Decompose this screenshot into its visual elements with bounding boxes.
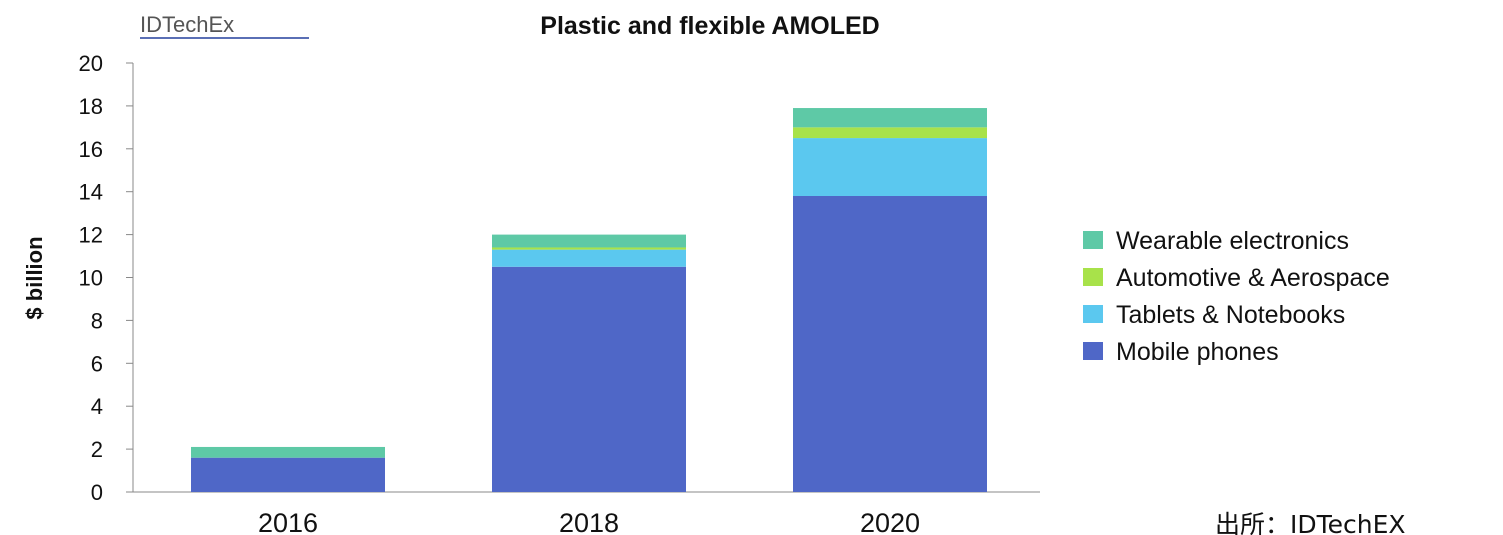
- x-tick-label: 2016: [258, 508, 318, 535]
- y-axis-label: $ billion: [22, 236, 47, 319]
- y-tick-label: 18: [79, 94, 103, 119]
- bar-segment-2018-automotive-aerospace: [492, 247, 686, 250]
- legend: Wearable electronics Automotive & Aerospa…: [1083, 227, 1390, 366]
- legend-label: Mobile phones: [1116, 338, 1279, 366]
- bar-segment-2018-mobile-phones: [492, 266, 686, 492]
- source-note: 出所：IDTechEX: [1215, 510, 1406, 535]
- bar-segment-2020-wearable-electronics: [793, 108, 987, 128]
- bar-segment-2016-wearable-electronics: [191, 446, 385, 458]
- logo-text: IDTechEx: [140, 12, 234, 37]
- chart-title: Plastic and flexible AMOLED: [540, 12, 879, 40]
- x-tick-label: 2020: [860, 508, 920, 535]
- y-tick-label: 6: [91, 351, 103, 376]
- legend-label: Wearable electronics: [1116, 227, 1349, 255]
- bar-segment-2018-wearable-electronics: [492, 234, 686, 248]
- legend-swatch: [1083, 268, 1103, 286]
- x-tick-label: 2018: [559, 508, 619, 535]
- legend-swatch: [1083, 231, 1103, 249]
- bar-segment-2020-automotive-aerospace: [793, 127, 987, 139]
- legend-label: Automotive & Aerospace: [1116, 264, 1390, 292]
- legend-label: Tablets & Notebooks: [1116, 301, 1345, 329]
- bar-segment-2020-tablets-notebooks: [793, 138, 987, 196]
- bar-segment-2018-tablets-notebooks: [492, 249, 686, 267]
- y-tick-label: 0: [91, 480, 103, 505]
- y-tick-label: 20: [79, 51, 103, 76]
- legend-swatch: [1083, 342, 1103, 360]
- y-tick-label: 16: [79, 137, 103, 162]
- bar-segment-2020-mobile-phones: [793, 195, 987, 493]
- bar-segment-2016-mobile-phones: [191, 457, 385, 492]
- y-tick-label: 12: [79, 223, 103, 248]
- y-tick-label: 10: [79, 266, 103, 291]
- y-tick-label: 4: [91, 394, 103, 419]
- y-tick-label: 2: [91, 437, 103, 462]
- y-tick-label: 14: [79, 180, 103, 205]
- y-tick-label: 8: [91, 308, 103, 333]
- legend-swatch: [1083, 305, 1103, 323]
- plot-area: 0 2 4 6 8 10 12 14 16 18 20 2016 2018 2020: [79, 51, 1040, 535]
